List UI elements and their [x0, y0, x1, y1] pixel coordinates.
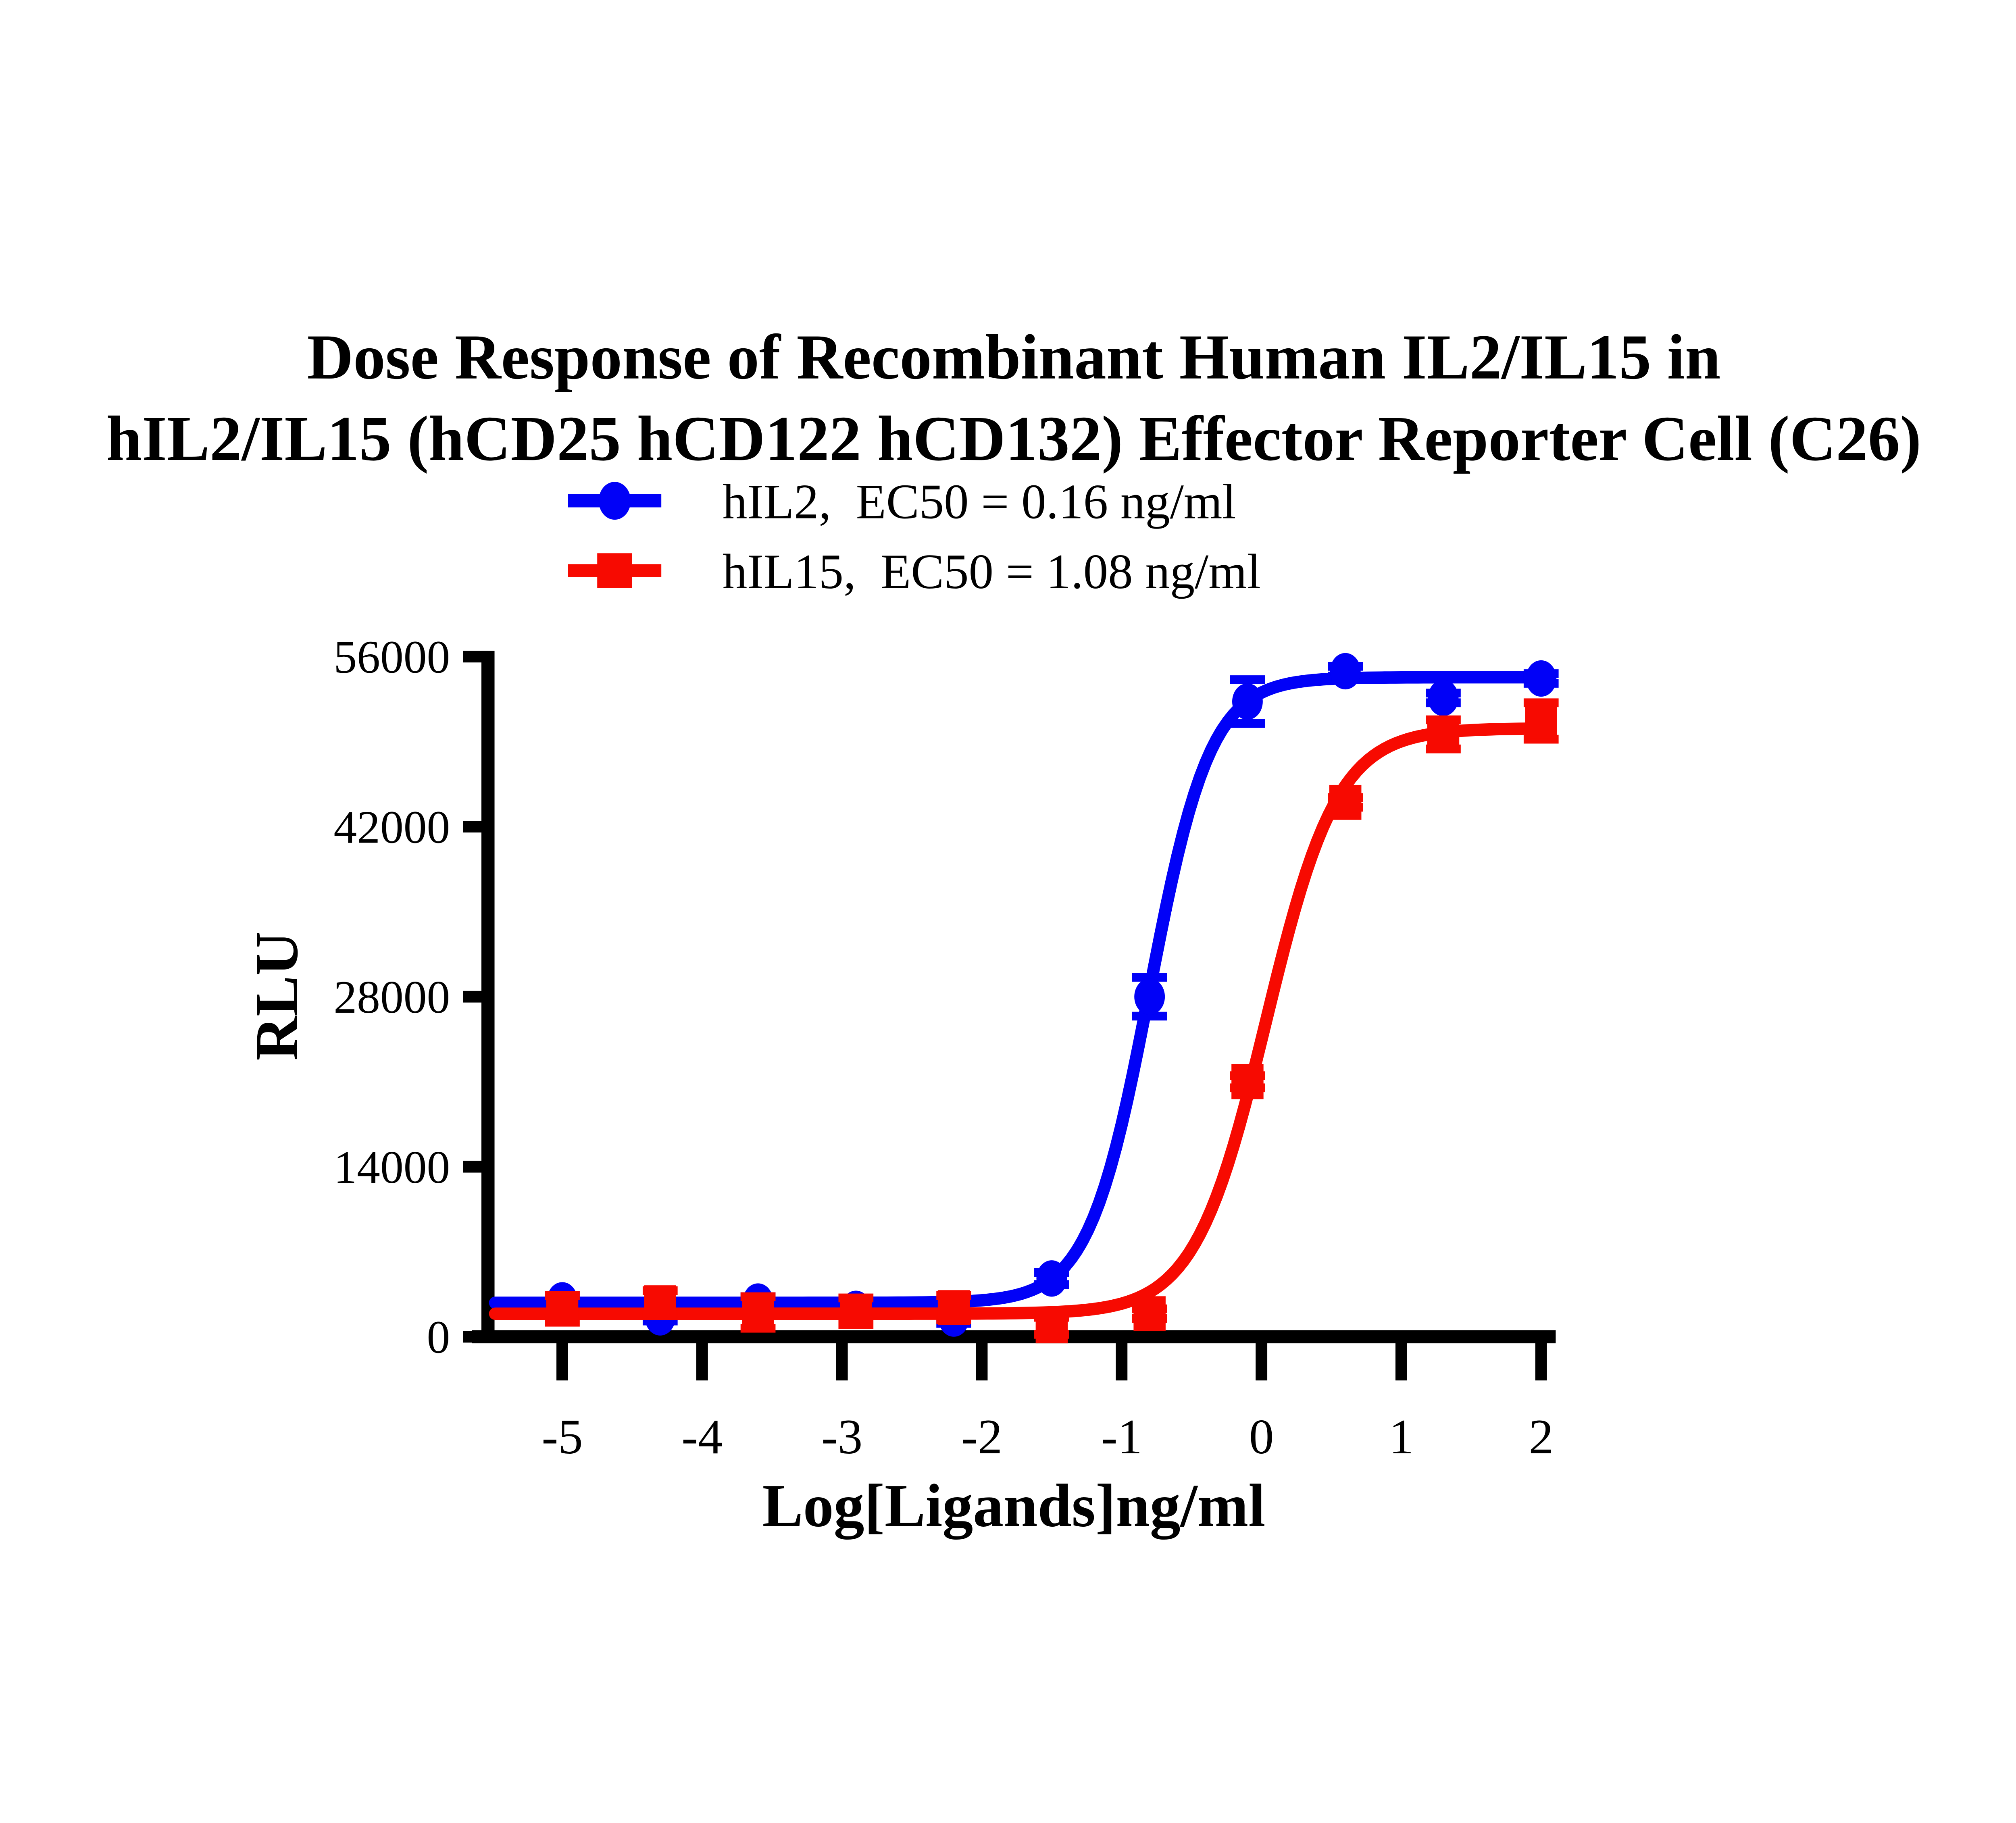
legend-label-hIL2: hIL2, EC50 = 0.16 ng/ml [723, 474, 1236, 529]
chart-title-line1: Dose Response of Recombinant Human IL2/I… [307, 322, 1721, 393]
data-point-hIL2 [1330, 653, 1361, 690]
y-tick-label: 14000 [333, 1142, 450, 1193]
x-tick-label: -2 [961, 1409, 1002, 1464]
data-point-hIL15 [1035, 1308, 1068, 1344]
y-tick-label: 28000 [333, 972, 450, 1023]
fit-curve-hIL15 [489, 722, 1547, 1320]
data-point-hIL15 [644, 1285, 677, 1320]
y-tick-label: 56000 [333, 632, 450, 683]
y-axis-label: RLU [243, 931, 310, 1060]
legend-item-hIL15: hIL15, EC50 = 1.08 ng/ml [568, 544, 1261, 599]
y-tick-label: 0 [427, 1312, 450, 1363]
legend-circle-marker-hIL2 [598, 482, 631, 520]
data-point-hIL15 [1329, 785, 1362, 820]
legend-item-hIL2: hIL2, EC50 = 0.16 ng/ml [568, 474, 1236, 529]
data-point-hIL2 [1036, 1260, 1067, 1297]
legend-label-hIL15: hIL15, EC50 = 1.08 ng/ml [723, 544, 1261, 599]
y-tick-label: 42000 [333, 801, 450, 853]
x-tick-label: -1 [1101, 1409, 1142, 1464]
plot-area: 0 14000 28000 42000 56000 -5 -4 -3 -2 -1 0 1 2 [333, 632, 1559, 1464]
legend-square-marker-hIL15 [597, 553, 632, 588]
chart-title-line2: hIL2/IL15 (hCD25 hCD122 hCD132) Effector… [106, 403, 1921, 474]
x-tick-label: -3 [821, 1409, 862, 1464]
data-point-hIL2 [1134, 978, 1165, 1015]
x-tick-label: -4 [681, 1409, 723, 1464]
fit-curve-hIL2 [489, 671, 1547, 1309]
data-point-hIL2 [1428, 680, 1459, 716]
data-point-hIL15 [1133, 1296, 1166, 1332]
data-point-hIL15 [742, 1295, 774, 1330]
legend: hIL2, EC50 = 0.16 ng/ml hIL15, EC50 = 1.… [568, 474, 1261, 599]
data-point-hIL2 [1526, 660, 1557, 697]
data-point-hIL15 [546, 1291, 579, 1326]
x-axis-label: Log[Ligands]ng/ml [762, 1472, 1266, 1540]
data-point-hIL15 [1427, 717, 1460, 752]
x-tick-label: 1 [1389, 1409, 1414, 1464]
data-point-hIL2 [1232, 683, 1263, 720]
data-point-hIL15 [1525, 703, 1557, 739]
x-tick-label: 0 [1249, 1409, 1274, 1464]
x-tick-label: -5 [541, 1409, 583, 1464]
data-point-hIL15 [937, 1290, 970, 1325]
data-point-hIL15 [1231, 1064, 1264, 1099]
x-tick-label: 2 [1529, 1409, 1554, 1464]
data-point-hIL15 [840, 1294, 872, 1329]
